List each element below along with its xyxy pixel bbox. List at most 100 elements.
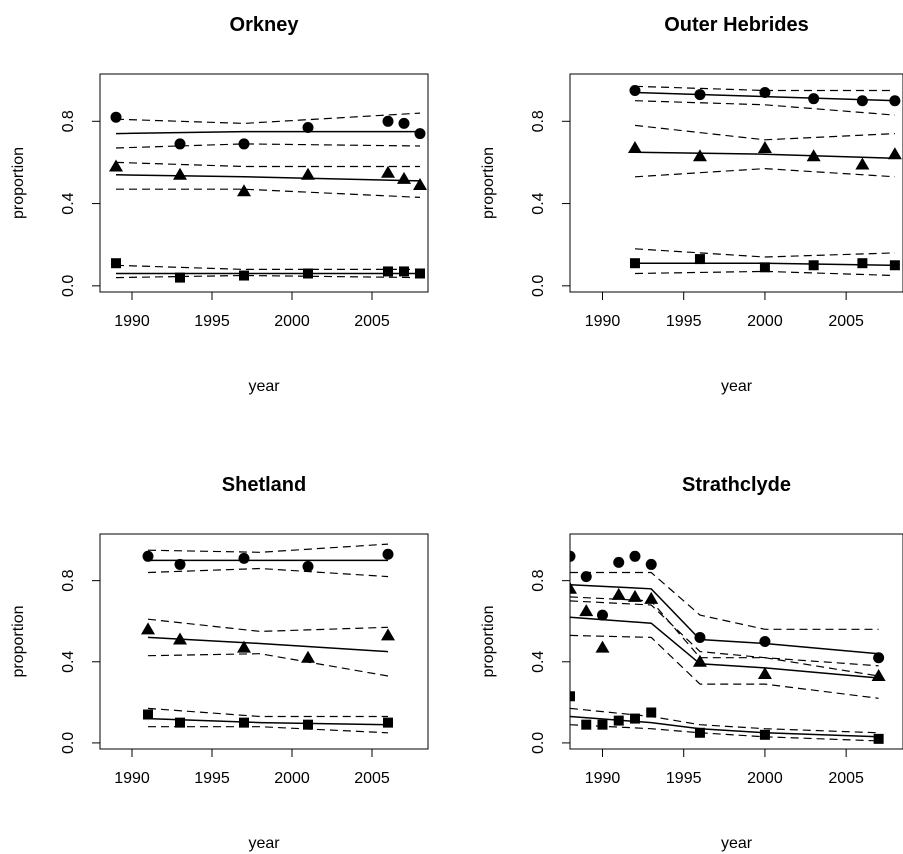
data-point-square (581, 719, 592, 730)
data-point-circle (302, 560, 314, 572)
data-point-square (613, 715, 624, 726)
data-point-triangle (757, 141, 772, 154)
x-tick-label: 2000 (747, 770, 783, 787)
lower-band-line (148, 726, 389, 734)
x-tick-label: 1990 (585, 313, 621, 330)
data-point-circle (629, 84, 641, 96)
panel-outer-hebrides: Outer Hebrides 1990 1995 2000 2005 0.0 0.4 0.8 y… (480, 14, 903, 395)
data-point-triangle (173, 632, 187, 645)
data-point-triangle (237, 184, 251, 197)
data-point-triangle (887, 147, 902, 160)
plot-frame (569, 533, 903, 750)
data-region (141, 543, 395, 734)
x-axis-label: year (248, 378, 280, 395)
data-point-circle (382, 115, 394, 127)
data-point-triangle (173, 167, 187, 180)
data-point-triangle (413, 178, 427, 191)
data-point-square (759, 729, 770, 740)
y-tick-label: 0.0 (530, 275, 547, 297)
fit-line (147, 636, 389, 653)
fit-line (115, 174, 421, 182)
data-point-triangle (301, 167, 315, 180)
data-point-circle (302, 121, 314, 133)
data-point-circle (629, 550, 641, 562)
data-point-triangle (301, 650, 315, 663)
data-point-circle (759, 87, 771, 99)
data-point-circle (694, 89, 706, 101)
data-point-triangle (757, 666, 772, 679)
data-point-square (303, 719, 313, 730)
data-point-square (597, 719, 608, 730)
data-region (109, 111, 427, 283)
chart-title: Strathclyde (682, 474, 791, 496)
upper-band-line (115, 264, 420, 270)
upper-band-line (147, 707, 388, 718)
data-point-triangle (611, 587, 626, 600)
upper-band-line (115, 161, 420, 168)
data-point-circle (238, 138, 250, 150)
fit-line (147, 717, 389, 726)
lower-band-line (115, 143, 421, 149)
lower-band-line (116, 188, 421, 198)
data-point-circle (580, 571, 592, 583)
data-point-circle (398, 117, 410, 129)
plot-frame (99, 73, 429, 293)
lower-band-line (570, 634, 879, 699)
lower-band-line (147, 653, 389, 677)
data-point-triangle (570, 581, 577, 594)
x-tick-label: 2005 (828, 313, 864, 330)
data-point-circle (856, 95, 868, 107)
x-tick-label: 2000 (274, 770, 310, 787)
x-tick-label: 1990 (585, 770, 621, 787)
y-tick-label: 0.0 (60, 275, 77, 297)
data-point-triangle (806, 149, 821, 162)
panel-shetland: Shetland 1990 1995 2000 2005 0.0 0.4 0.8 year pro… (10, 474, 429, 852)
data-point-triangle (397, 171, 411, 184)
data-point-square (694, 254, 705, 265)
x-axis-label: year (248, 835, 280, 852)
data-point-triangle (381, 165, 395, 178)
x-tick-label: 1995 (666, 313, 702, 330)
lower-band-line (634, 100, 895, 116)
upper-band-line (634, 124, 895, 141)
data-point-circle (808, 93, 820, 105)
data-point-circle (694, 631, 706, 643)
y-tick-label: 0.4 (60, 651, 77, 673)
data-point-triangle (237, 640, 251, 653)
y-axis-label: proportion (10, 147, 27, 219)
data-point-circle (382, 548, 394, 560)
data-region (627, 84, 902, 277)
x-tick-label: 2005 (354, 313, 390, 330)
lower-band-line (115, 274, 421, 279)
data-point-circle (873, 652, 885, 664)
data-point-circle (889, 95, 901, 107)
data-point-circle (142, 550, 154, 562)
data-point-triangle (692, 149, 707, 162)
chart-title: Shetland (222, 474, 306, 496)
data-point-square (239, 717, 249, 728)
panel-strathclyde: Strathclyde 1990 1995 2000 2005 0.0 0.4 0.8 year… (480, 474, 903, 852)
data-point-circle (174, 558, 186, 570)
x-tick-label: 1990 (114, 313, 150, 330)
data-point-square (111, 258, 121, 269)
data-point-triangle (109, 159, 123, 172)
upper-band-line (115, 112, 421, 125)
x-axis-label: year (721, 835, 753, 852)
chart-title: Orkney (230, 14, 300, 36)
y-tick-label: 0.4 (530, 651, 547, 673)
upper-band-line (570, 571, 879, 630)
data-point-triangle (627, 589, 642, 602)
fit-line (634, 151, 895, 160)
data-point-triangle (644, 591, 659, 604)
data-point-circle (613, 556, 625, 568)
data-region (570, 550, 886, 744)
data-point-circle (759, 636, 771, 647)
data-point-triangle (692, 654, 707, 667)
upper-band-line (147, 543, 389, 553)
y-tick-label: 0.8 (530, 110, 547, 132)
data-point-triangle (595, 640, 610, 653)
chart-title: Outer Hebrides (664, 14, 808, 36)
data-point-triangle (141, 622, 155, 635)
data-point-square (383, 717, 393, 728)
x-tick-label: 1990 (114, 770, 150, 787)
